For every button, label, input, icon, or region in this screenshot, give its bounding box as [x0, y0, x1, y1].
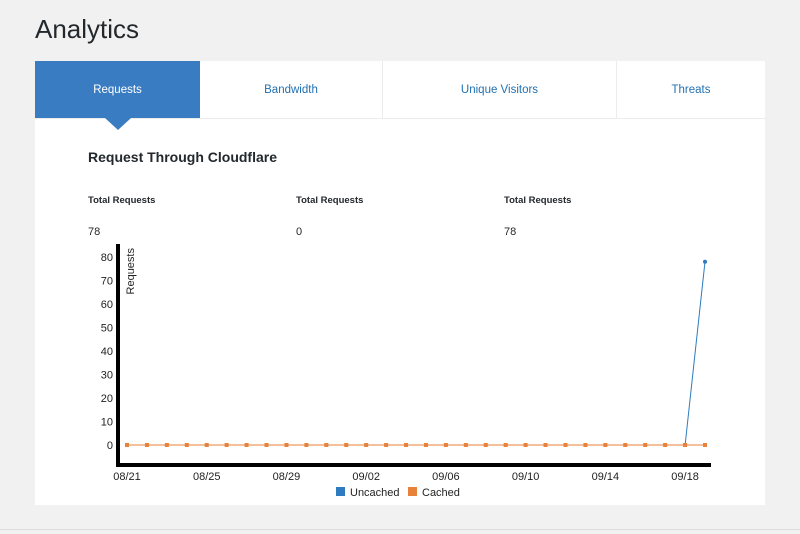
tab-requests[interactable]: Requests: [35, 61, 200, 118]
stat-value-cached-requests: 0: [296, 226, 303, 238]
page-title: Analytics: [35, 14, 140, 44]
y-tick-label: 40: [101, 346, 113, 358]
data-point-cached: [344, 443, 349, 447]
x-tick-label: 08/21: [113, 471, 141, 483]
data-point-cached: [404, 443, 409, 447]
data-point-cached: [603, 443, 608, 447]
page-divider: [0, 529, 800, 530]
data-point-cached: [204, 443, 209, 447]
x-tick-label: 09/02: [352, 471, 380, 483]
data-point-cached: [144, 443, 149, 447]
legend-swatch-uncached: [336, 487, 345, 496]
active-tab-pointer: [105, 118, 131, 130]
data-point-cached: [523, 443, 528, 447]
tab-threats[interactable]: Threats: [671, 83, 711, 96]
data-point-cached: [324, 443, 329, 447]
x-tick-label: 08/25: [193, 471, 221, 483]
y-tick-label: 10: [101, 417, 113, 429]
y-tick-label: 20: [101, 393, 113, 405]
data-point-cached: [703, 443, 707, 447]
stat-label-uncached-requests: Total Requests: [504, 195, 572, 206]
data-point-cached: [125, 443, 129, 447]
y-tick-label: 50: [101, 323, 113, 335]
data-point-cached: [683, 443, 688, 447]
analytics-tabs: Requests Bandwidth Unique Visitors Threa…: [35, 61, 765, 119]
tab-unique-visitors[interactable]: Unique Visitors: [383, 61, 617, 118]
data-point-cached: [583, 443, 588, 447]
x-tick-label: 08/29: [273, 471, 301, 483]
chart-title: Request Through Cloudflare: [88, 149, 277, 165]
stat-label-total-requests: Total Requests: [88, 195, 156, 206]
x-tick-label: 09/18: [671, 471, 699, 483]
y-tick-label: 30: [101, 370, 113, 382]
data-point-cached: [623, 443, 628, 447]
x-tick-label: 09/06: [432, 471, 460, 483]
series-line-uncached: [127, 261, 706, 446]
stat-value-total-requests: 78: [88, 226, 101, 238]
data-point-cached: [443, 443, 448, 447]
data-point-cached: [224, 443, 229, 447]
data-point-cached: [483, 443, 488, 447]
data-point-cached: [364, 443, 369, 447]
data-point-cached: [244, 443, 249, 447]
data-point-cached: [384, 443, 389, 447]
y-tick-label: 80: [101, 252, 113, 264]
data-point-cached: [503, 443, 508, 447]
analytics-card: Requests Bandwidth Unique Visitors Threa…: [35, 61, 765, 505]
data-point-cached: [543, 443, 548, 447]
data-point-cached: [264, 443, 269, 447]
data-point-cached: [463, 443, 468, 447]
tab-bandwidth[interactable]: Bandwidth: [200, 61, 383, 118]
y-tick-label: 70: [101, 276, 113, 288]
data-point-cached: [563, 443, 568, 447]
data-point-cached: [284, 443, 289, 447]
stat-value-uncached-requests: 78: [504, 226, 517, 238]
x-tick-label: 09/10: [512, 471, 540, 483]
y-tick-label: 60: [101, 299, 113, 311]
legend-label-uncached: Uncached: [350, 487, 400, 499]
y-tick-label: 0: [107, 440, 113, 452]
x-tick-label: 09/14: [592, 471, 620, 483]
legend-label-cached: Cached: [422, 487, 460, 499]
data-point-cached: [304, 443, 309, 447]
data-point-cached: [663, 443, 668, 447]
legend-swatch-cached: [408, 487, 417, 496]
data-point-uncached: [703, 259, 707, 264]
data-point-cached: [423, 443, 428, 447]
data-point-cached: [184, 443, 189, 447]
data-point-cached: [164, 443, 169, 447]
stat-label-cached-requests: Total Requests: [296, 195, 364, 206]
data-point-cached: [643, 443, 648, 447]
y-axis-label: Requests: [125, 248, 137, 295]
